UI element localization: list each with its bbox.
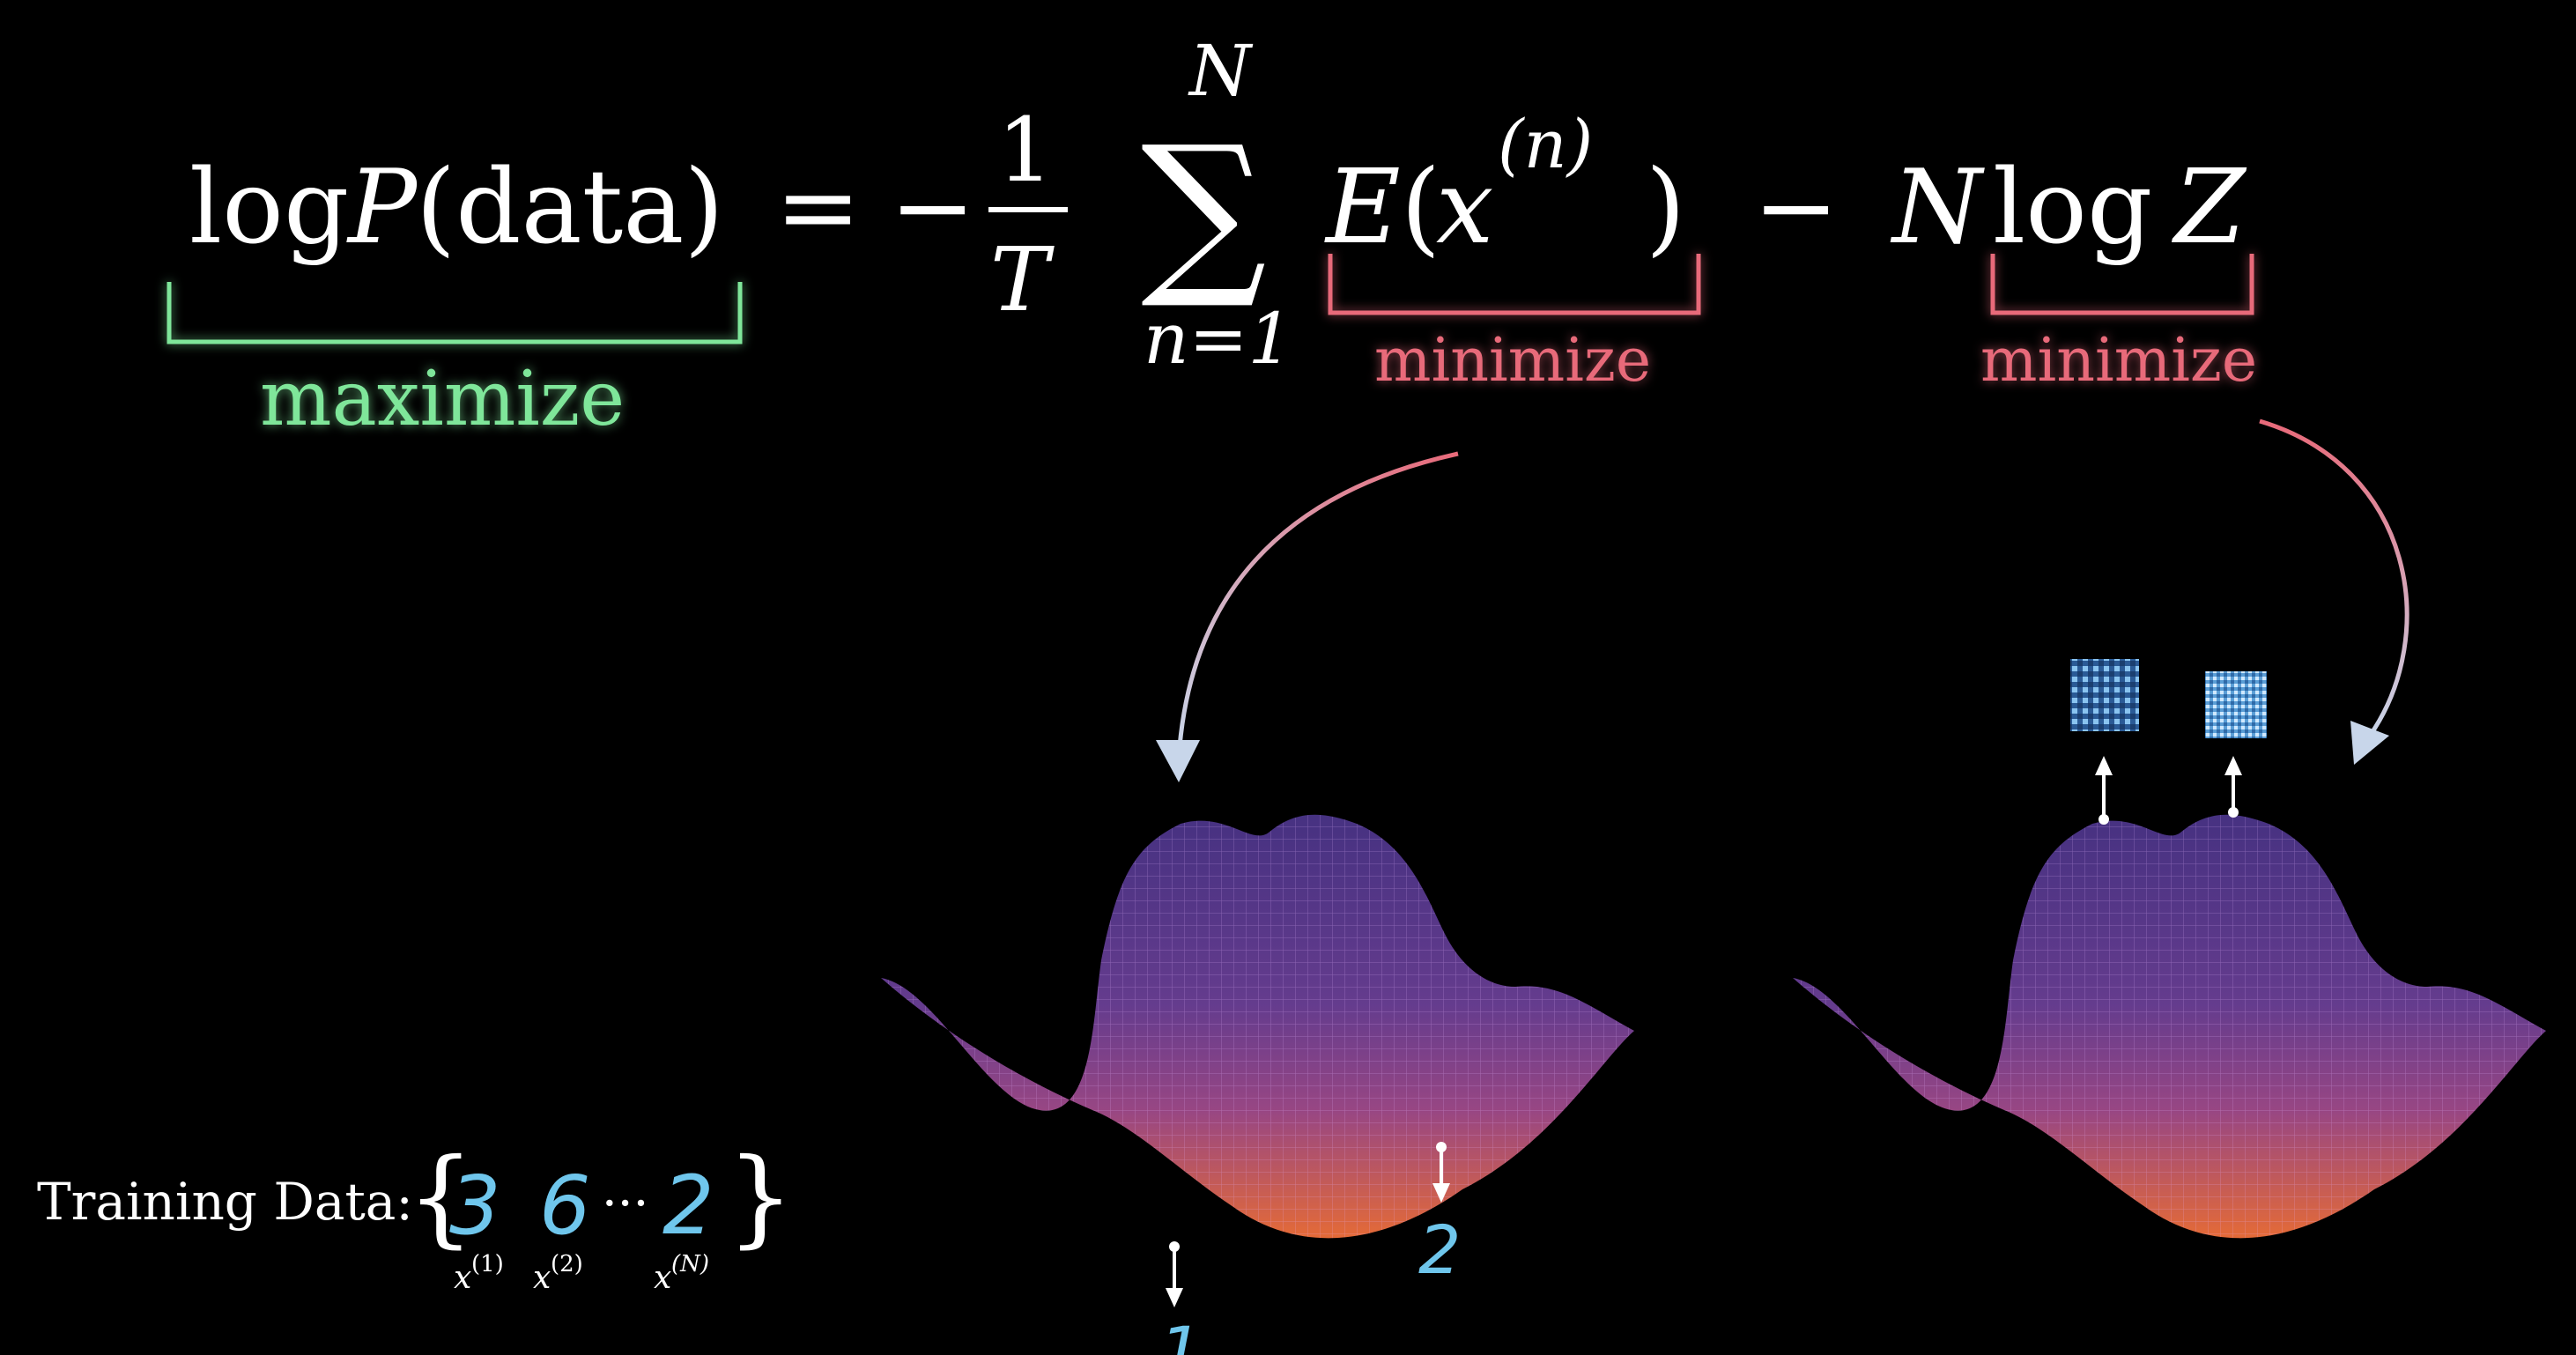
- arrow-head-left: [1156, 740, 1200, 782]
- curved-arrow-left: [1156, 451, 1459, 782]
- down-arrow-head: [1166, 1288, 1183, 1307]
- maximize-label: maximize: [260, 355, 625, 443]
- energy-landscape-left: 1 2: [881, 814, 1634, 1355]
- training-subsup-1: (1): [471, 1251, 504, 1277]
- eq-energy-sup: (n): [1498, 105, 1593, 183]
- pixel-noise-image-icon: [2070, 659, 2139, 731]
- curved-arrow-icon: [2259, 418, 2409, 737]
- training-ellipsis: ···: [602, 1175, 648, 1233]
- eq-sum-symbol: ∑: [1141, 108, 1267, 314]
- minimize-logz-annotation: minimize: [1980, 254, 2257, 396]
- left-min-label-1: 1: [1159, 1312, 1202, 1355]
- minimize-logz-bracket: [1990, 254, 2254, 315]
- minimize-logz-label: minimize: [1980, 326, 2257, 396]
- training-close-brace: }: [727, 1137, 794, 1259]
- left-min-label-2: 2: [1418, 1211, 1461, 1289]
- pixel-noise-image-icon: [2205, 671, 2267, 738]
- training-digit-1: 3: [449, 1159, 501, 1253]
- training-sublabel-3: x: [654, 1260, 671, 1296]
- eq-Z: Z: [2172, 148, 2247, 267]
- maximize-bracket: [167, 282, 743, 344]
- training-open-brace: {: [407, 1137, 474, 1259]
- training-digit-3: 2: [663, 1159, 714, 1253]
- surface-right-mesh: [1793, 814, 2546, 1239]
- eq-log: log: [189, 148, 349, 267]
- eq-minus-1: −: [890, 148, 975, 267]
- eq-sum-upper: N: [1188, 30, 1254, 112]
- up-arrow-head: [2095, 756, 2113, 775]
- eq-energy-close: ): [1646, 148, 1685, 267]
- eq-log-2: log: [1993, 148, 2152, 267]
- training-label: Training Data:: [37, 1172, 413, 1232]
- eq-equals: =: [775, 148, 861, 267]
- minimize-energy-label: minimize: [1374, 326, 1651, 396]
- arrow-head-right: [2350, 721, 2389, 765]
- maximize-annotation: maximize: [167, 282, 743, 443]
- up-arrow-head: [2224, 756, 2242, 775]
- training-subsup-2: (2): [551, 1251, 583, 1277]
- curved-arrow-icon: [1176, 451, 1459, 759]
- surface-left-mesh: [881, 814, 1634, 1239]
- training-digit-2: 6: [539, 1159, 591, 1253]
- training-data: Training Data: { 3 6 ··· 2 } x (1) x (2)…: [37, 1137, 794, 1296]
- training-subsup-3: (N): [671, 1251, 709, 1277]
- eq-energy-open: (: [1401, 148, 1440, 267]
- eq-frac-num: 1: [997, 99, 1054, 202]
- eq-sum-lower: n=1: [1144, 298, 1292, 380]
- energy-landscape-right: [1793, 659, 2546, 1239]
- eq-frac-den: T: [990, 228, 1055, 331]
- training-sublabel-2: x: [533, 1260, 551, 1296]
- eq-minus-2: −: [1753, 148, 1839, 267]
- eq-P: P: [346, 148, 418, 267]
- minimize-energy-annotation: minimize: [1328, 254, 1701, 396]
- eq-energy-x: x: [1436, 148, 1493, 267]
- eq-N: N: [1890, 148, 1985, 267]
- down-arrow-head: [1432, 1183, 1450, 1203]
- eq-data-arg: (data): [416, 148, 724, 267]
- equation: log P (data) = − 1 T N ∑ n=1 E ( x (n) )…: [189, 30, 2247, 380]
- eq-E: E: [1324, 148, 1401, 267]
- curved-arrow-right: [2259, 418, 2409, 765]
- training-sublabel-1: x: [454, 1260, 471, 1296]
- minimize-energy-bracket: [1328, 254, 1701, 315]
